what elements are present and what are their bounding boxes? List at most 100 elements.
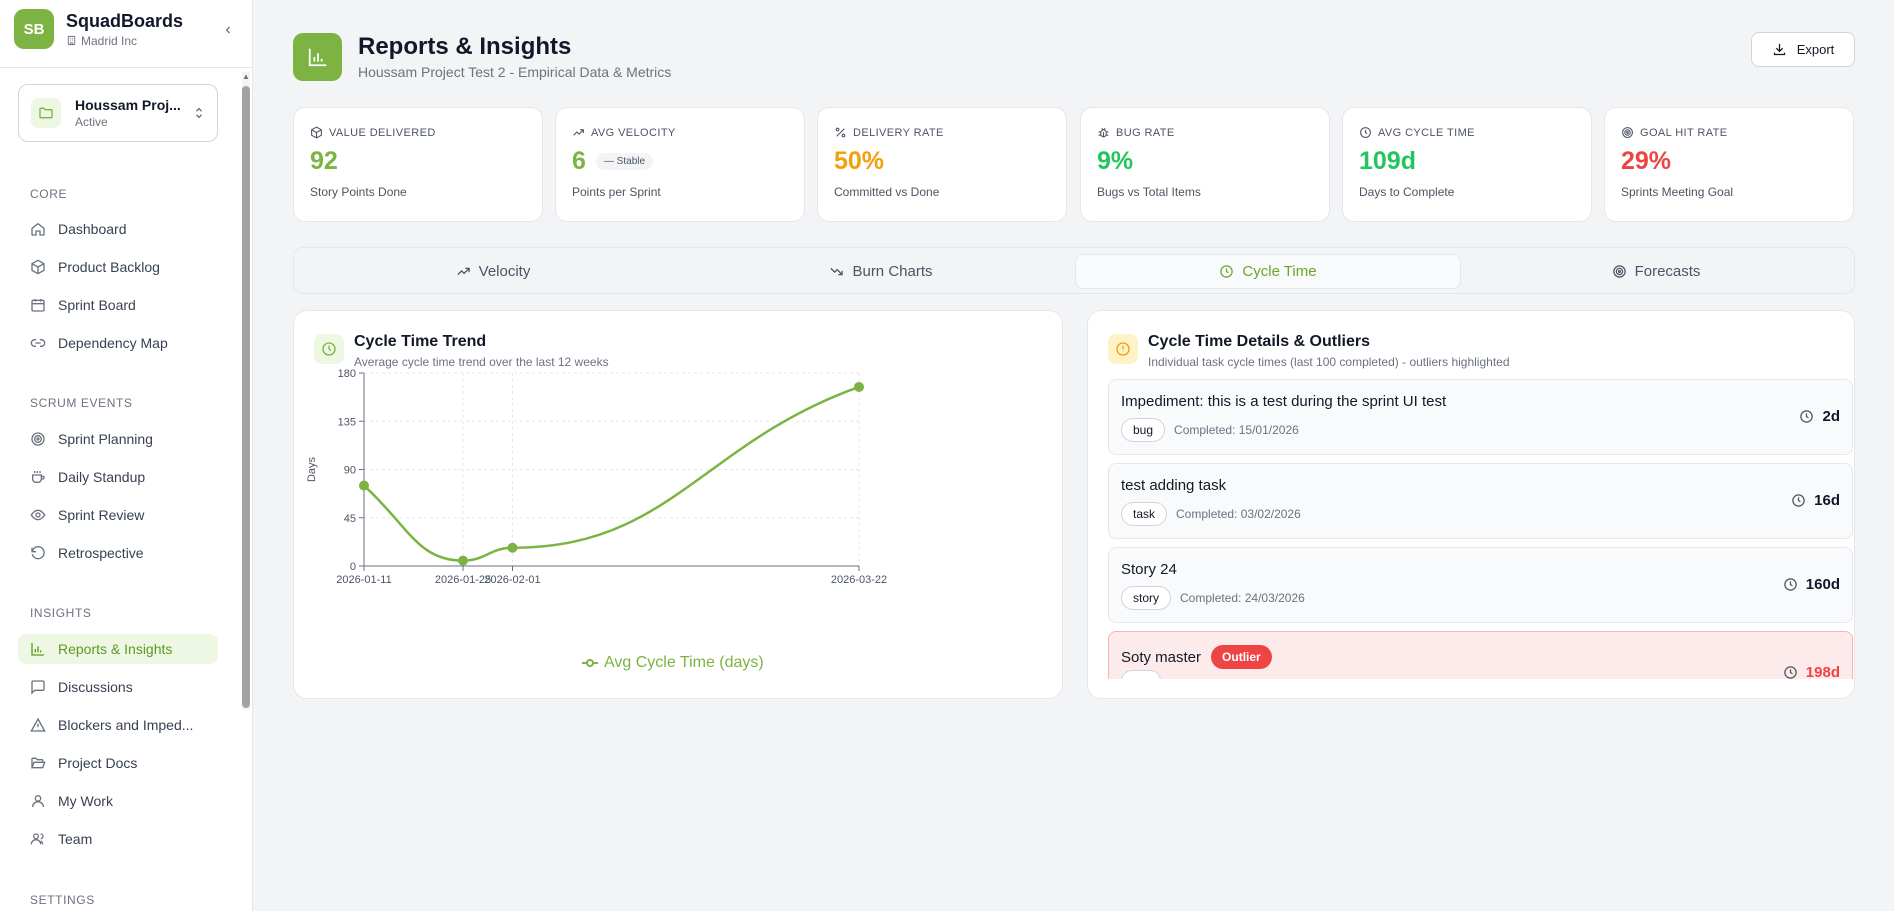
cycle-time-list[interactable]: Impediment: this is a test during the sp… (1108, 379, 1853, 679)
sidebar-item-sprint-board[interactable]: Sprint Board (18, 290, 218, 320)
scroll-up-arrow[interactable]: ▲ (242, 72, 250, 81)
x-tick-label: 2026-03-22 (831, 574, 887, 586)
chevrons-up-down-icon (193, 106, 205, 120)
sidebar-item-sprint-review[interactable]: Sprint Review (18, 500, 218, 530)
project-name: Houssam Proj... (75, 97, 181, 113)
clock-icon (1359, 126, 1372, 139)
metric-value: 9% (1097, 147, 1134, 175)
section-scrum-events: SCRUM EVENTS (30, 396, 133, 410)
list-item[interactable]: Story 24 story Completed: 24/03/2026 160… (1108, 547, 1853, 623)
details-title: Cycle Time Details & Outliers (1148, 333, 1371, 350)
sidebar: SB SquadBoards Madrid Inc ▲ Houssam Proj… (0, 0, 253, 911)
metric-description: Days to Complete (1359, 185, 1455, 199)
clock-icon (1799, 409, 1814, 424)
clock-icon (314, 334, 344, 364)
sidebar-item-sprint-planning[interactable]: Sprint Planning (18, 424, 218, 454)
link-icon (30, 335, 46, 351)
data-point (507, 542, 518, 553)
completed-date: Completed: 15/01/2026 (1174, 423, 1299, 437)
package-icon (310, 126, 323, 139)
x-tick-label: 2026-01-25 (435, 574, 491, 586)
type-tag (1121, 670, 1161, 679)
data-point (458, 555, 468, 566)
task-title: Story 24 (1121, 561, 1177, 578)
task-title: test adding task (1121, 477, 1227, 494)
metric-description: Story Points Done (310, 185, 407, 199)
metric-value: 92 (310, 147, 338, 175)
coffee-icon (30, 469, 46, 485)
metric-goal-hit-rate: GOAL HIT RATE 29% Sprints Meeting Goal (1604, 107, 1854, 222)
metric-avg-velocity: AVG VELOCITY 6 — Stable Points per Sprin… (555, 107, 805, 222)
users-icon (30, 831, 46, 847)
org-name: Madrid Inc (66, 34, 183, 48)
clock-icon (1791, 493, 1806, 508)
x-tick-label: 2026-01-11 (336, 574, 391, 586)
target-icon (1621, 126, 1634, 139)
project-status: Active (75, 115, 108, 129)
list-item[interactable]: Impediment: this is a test during the sp… (1108, 379, 1853, 455)
y-axis-label: Days (306, 456, 318, 482)
target-icon (1612, 264, 1627, 279)
data-point (359, 480, 369, 491)
cycle-time-line-chart: 0 45 90 135 180 2026-01-11 2026-01-252026-02-0… (306, 368, 887, 586)
clock-icon (1783, 577, 1798, 592)
metric-value: 29% (1621, 147, 1672, 175)
export-button[interactable]: Export (1751, 32, 1855, 67)
sidebar-item-dashboard[interactable]: Dashboard (18, 214, 218, 244)
stable-badge: — Stable (595, 153, 654, 170)
sidebar-item-dependency-map[interactable]: Dependency Map (18, 328, 218, 358)
project-selector[interactable]: Houssam Proj... Active (18, 84, 218, 142)
section-insights: INSIGHTS (30, 606, 92, 620)
sidebar-item-team[interactable]: Team (18, 824, 218, 854)
tab-burn-charts[interactable]: Burn Charts (688, 254, 1074, 289)
metric-description: Sprints Meeting Goal (1621, 185, 1734, 199)
sidebar-item-daily-standup[interactable]: Daily Standup (18, 462, 218, 492)
legend-label: Avg Cycle Time (days) (604, 654, 764, 671)
sidebar-item-reports[interactable]: Reports & Insights (18, 634, 218, 664)
list-item[interactable]: test adding task task Completed: 03/02/2… (1108, 463, 1853, 539)
cycle-time-trend-card: Cycle Time Trend Average cycle time tren… (293, 310, 1063, 699)
tab-cycle-time[interactable]: Cycle Time (1075, 254, 1461, 289)
task-title: Soty master (1121, 648, 1202, 666)
trending-up-icon (456, 264, 471, 279)
target-icon (30, 431, 46, 447)
cycle-time-value: 160d (1783, 576, 1840, 593)
sidebar-item-retrospective[interactable]: Retrospective (18, 538, 218, 568)
type-tag: bug (1121, 418, 1166, 442)
rotate-ccw-icon (30, 545, 46, 561)
list-item-outlier[interactable]: Soty master Outlier 198d (1108, 631, 1853, 679)
clock-icon (1219, 264, 1234, 279)
y-tick-label: 45 (344, 513, 356, 525)
tab-forecasts[interactable]: Forecasts (1463, 254, 1849, 289)
sidebar-item-discussions[interactable]: Discussions (18, 672, 218, 702)
metric-value-delivered: VALUE DELIVERED 92 Story Points Done (293, 107, 543, 222)
cycle-time-value: 198d (1783, 664, 1840, 679)
data-point (854, 381, 864, 392)
percent-icon (834, 126, 847, 139)
message-square-icon (30, 679, 46, 695)
chart-title: Cycle Time Trend (354, 333, 487, 350)
tab-velocity[interactable]: Velocity (300, 254, 686, 289)
metric-bug-rate: BUG RATE 9% Bugs vs Total Items (1080, 107, 1330, 222)
sidebar-item-project-docs[interactable]: Project Docs (18, 748, 218, 778)
cycle-time-value: 2d (1799, 408, 1840, 425)
sidebar-scrollbar-thumb[interactable] (242, 86, 250, 708)
y-tick-label: 135 (338, 416, 356, 428)
metric-value: 109d (1359, 147, 1416, 175)
collapse-sidebar-button[interactable] (217, 19, 239, 41)
sidebar-item-my-work[interactable]: My Work (18, 786, 218, 816)
metric-description: Bugs vs Total Items (1097, 185, 1201, 199)
clock-icon (1783, 665, 1798, 679)
metric-value: 50% (834, 147, 885, 175)
chart-legend[interactable]: Avg Cycle Time (days) (582, 654, 764, 672)
sidebar-item-backlog[interactable]: Product Backlog (18, 252, 218, 282)
download-icon (1772, 42, 1787, 57)
folder-icon (31, 98, 61, 128)
sidebar-divider (0, 67, 252, 68)
metric-description: Points per Sprint (572, 185, 661, 199)
bar-chart-icon (30, 641, 46, 657)
trending-up-icon (572, 126, 585, 139)
sidebar-item-blockers[interactable]: Blockers and Imped... (18, 710, 218, 740)
type-tag: task (1121, 502, 1168, 526)
home-icon (30, 221, 46, 237)
